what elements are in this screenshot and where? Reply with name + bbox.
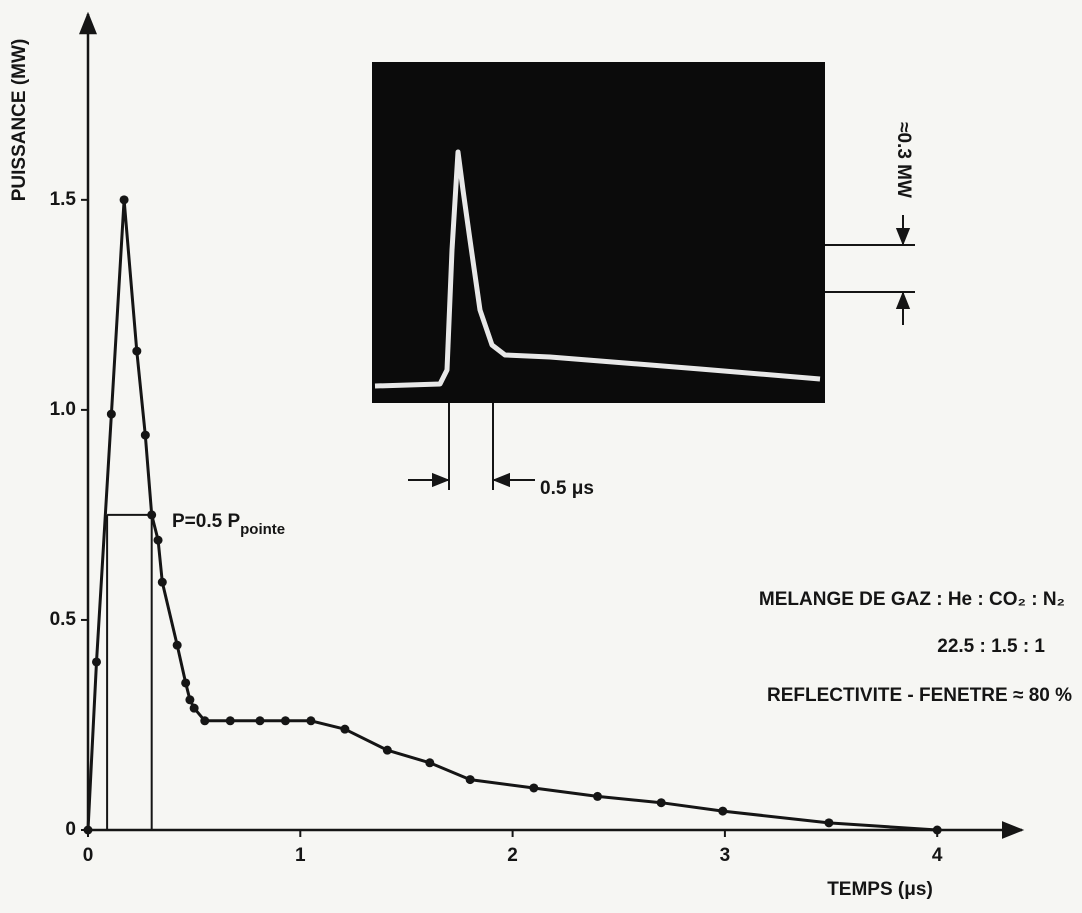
y-tick-label: 0.5 bbox=[50, 609, 77, 630]
y-axis-label: PUISSANCE (MW) bbox=[9, 39, 30, 202]
y-tick-label: 1.0 bbox=[50, 399, 76, 420]
page: PUISSANCE (MW) TEMPS (μs) ≈0.3 MW 0.5 μs… bbox=[0, 0, 1082, 913]
inset-screen bbox=[372, 62, 825, 403]
x-tick-label: 2 bbox=[507, 845, 518, 866]
data-point bbox=[185, 695, 194, 704]
reflectivity: REFLECTIVITE - FENETRE ≈ 80 % bbox=[767, 685, 1072, 706]
data-point bbox=[255, 716, 264, 725]
data-point bbox=[529, 783, 538, 792]
data-point bbox=[190, 704, 199, 713]
data-point bbox=[383, 746, 392, 755]
data-point bbox=[425, 758, 434, 767]
y-tick-label: 0 bbox=[65, 819, 76, 840]
data-point bbox=[158, 578, 167, 587]
data-point bbox=[120, 195, 129, 204]
half-max-subscript: pointe bbox=[240, 521, 285, 538]
data-point bbox=[84, 826, 93, 835]
data-point bbox=[226, 716, 235, 725]
data-point bbox=[718, 807, 727, 816]
gas-ratio: 22.5 : 1.5 : 1 bbox=[937, 636, 1045, 657]
y-tick-label: 1.5 bbox=[50, 189, 77, 210]
x-axis-label: TEMPS (μs) bbox=[827, 879, 933, 900]
x-tick-label: 1 bbox=[295, 845, 306, 866]
data-point bbox=[281, 716, 290, 725]
data-point bbox=[154, 536, 163, 545]
data-point bbox=[593, 792, 602, 801]
data-point bbox=[340, 725, 349, 734]
data-point bbox=[200, 716, 209, 725]
data-point bbox=[306, 716, 315, 725]
chart: PUISSANCE (MW) TEMPS (μs) ≈0.3 MW 0.5 μs… bbox=[0, 0, 1082, 913]
data-point bbox=[933, 826, 942, 835]
data-point bbox=[107, 410, 116, 419]
data-point bbox=[141, 431, 150, 440]
x-tick-label: 0 bbox=[83, 845, 94, 866]
x-tick-label: 3 bbox=[720, 845, 731, 866]
data-point bbox=[92, 657, 101, 666]
gas-mix: MELANGE DE GAZ : He : CO₂ : N₂ bbox=[759, 589, 1065, 610]
inset-vertical-scale: ≈0.3 MW bbox=[893, 122, 914, 198]
data-point bbox=[147, 510, 156, 519]
data-point bbox=[657, 798, 666, 807]
x-tick-label: 4 bbox=[932, 845, 943, 866]
data-point bbox=[173, 641, 182, 650]
data-point bbox=[466, 775, 475, 784]
inset-horizontal-scale: 0.5 μs bbox=[540, 478, 594, 499]
data-point bbox=[181, 678, 190, 687]
data-point bbox=[824, 818, 833, 827]
half-max-text: P=0.5 P bbox=[172, 511, 240, 532]
data-point bbox=[132, 347, 141, 356]
